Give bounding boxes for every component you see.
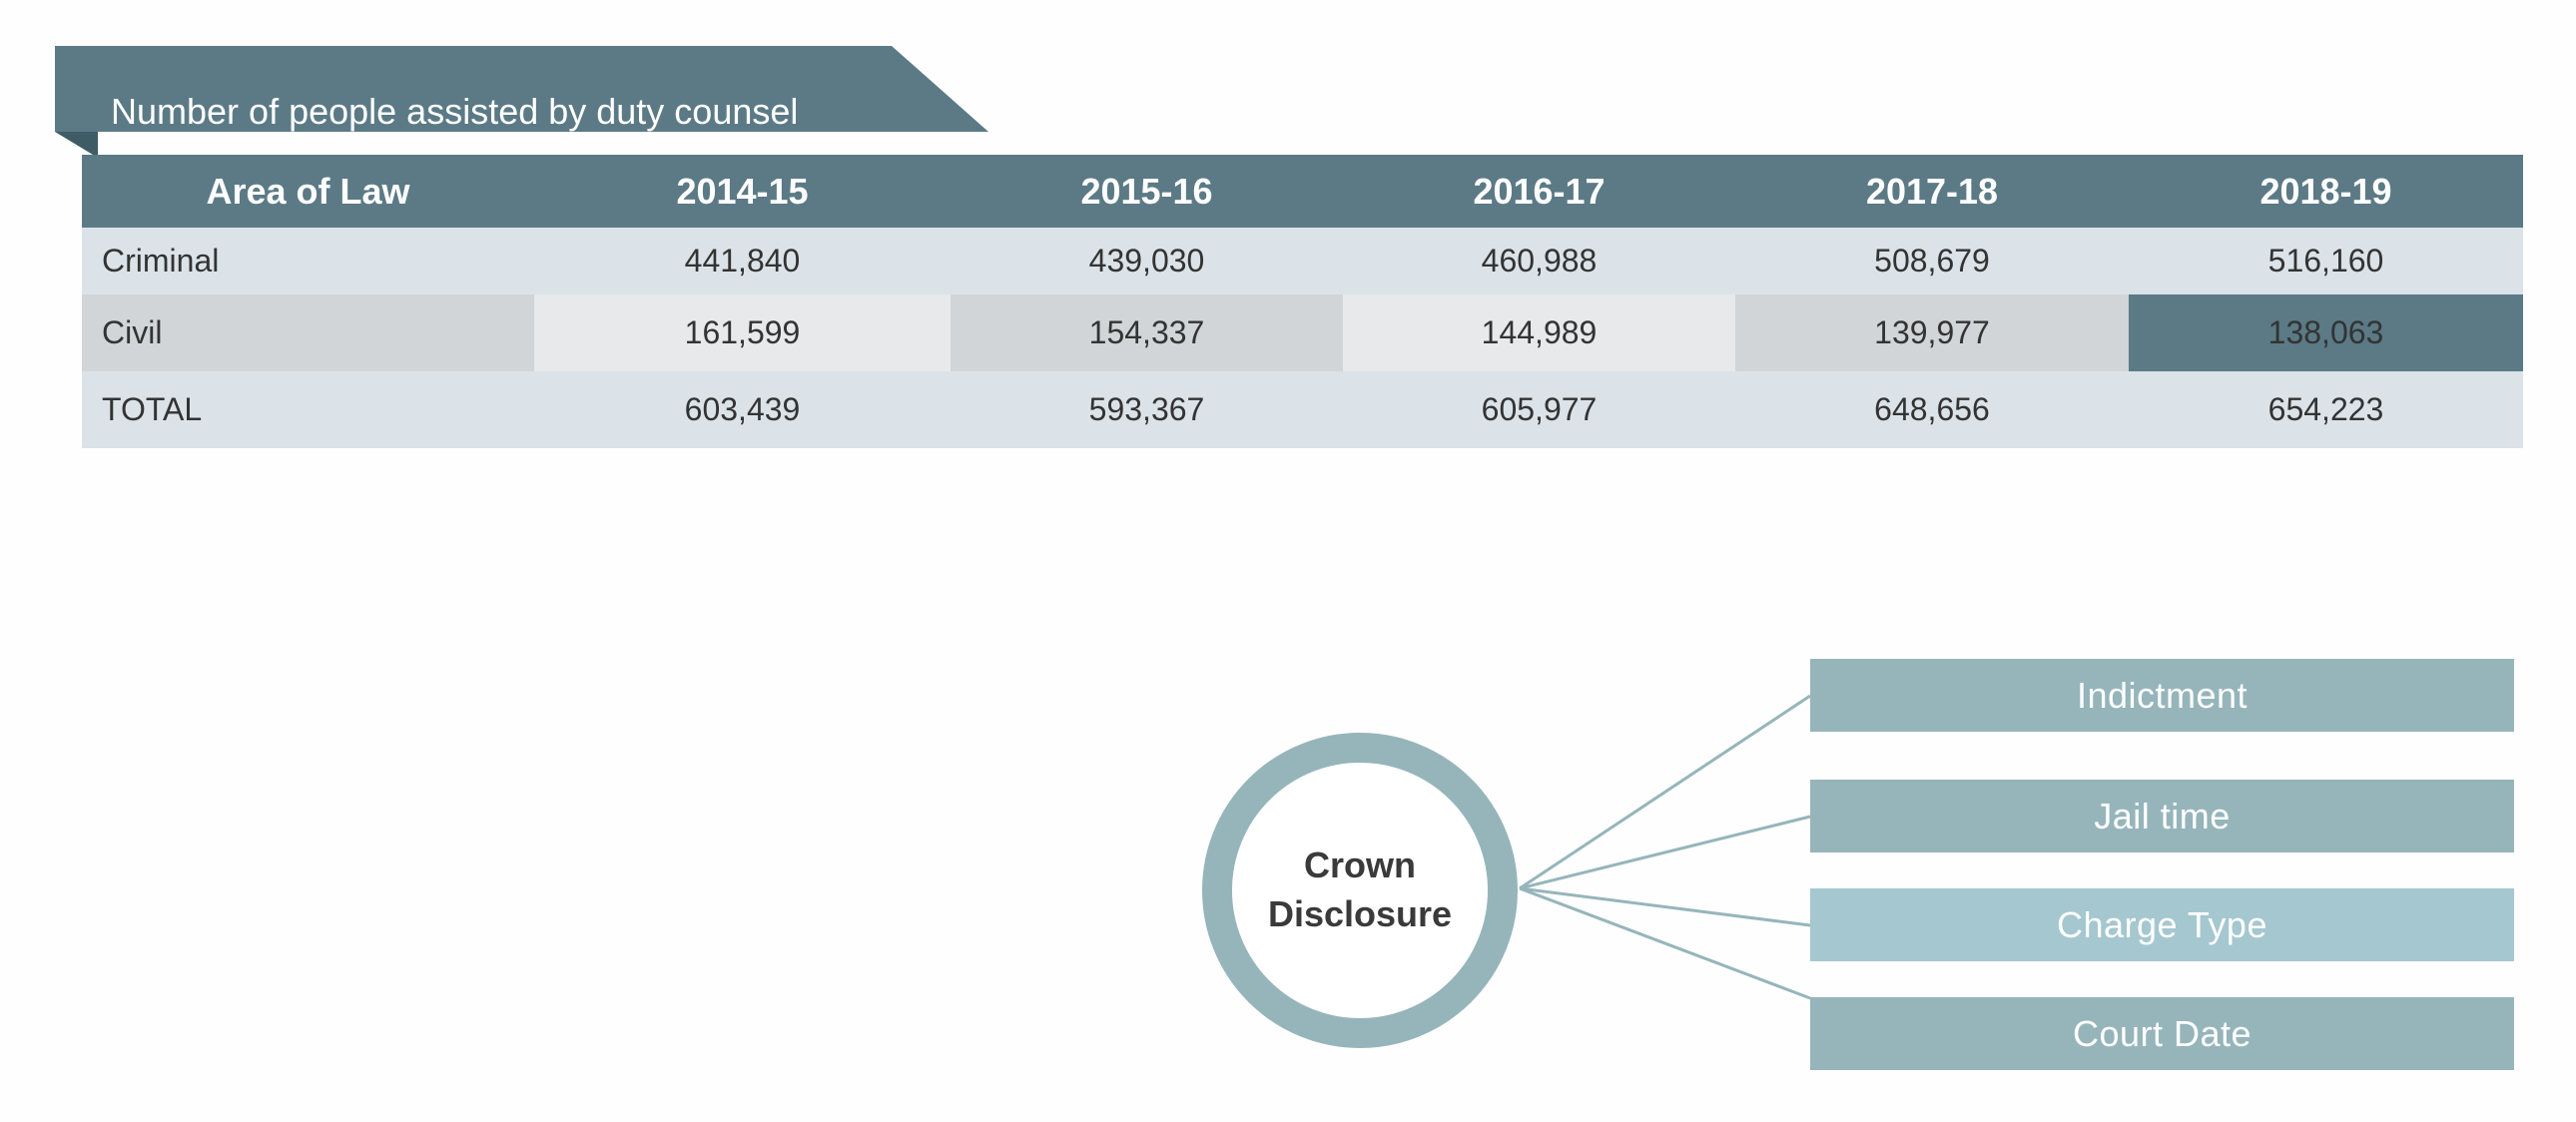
table-row-criminal: Criminal 441,840 439,030 460,988 508,679…	[82, 228, 2523, 294]
banner-shape	[55, 46, 988, 158]
column-header-2018-19: 2018-19	[2129, 155, 2523, 228]
hub-label: Crown Disclosure	[1267, 844, 1453, 934]
table-cell: 144,989	[1343, 294, 1735, 371]
table-row-civil: Civil 161,599 154,337 144,989 139,977 13…	[82, 294, 2523, 371]
table-row-total: TOTAL 603,439 593,367 605,977 648,656 65…	[82, 371, 2523, 448]
title-banner: Number of people assisted by duty counse…	[55, 46, 993, 158]
item-box-jail-time: Jail time	[1810, 780, 2514, 852]
column-header-2014-15: 2014-15	[534, 155, 951, 228]
column-header-2016-17: 2016-17	[1343, 155, 1735, 228]
table-cell: 460,988	[1343, 228, 1735, 294]
connector-line	[1519, 694, 1811, 890]
table-cell: 161,599	[534, 294, 951, 371]
connector-line	[1519, 886, 1811, 927]
table-cell: 605,977	[1343, 371, 1735, 448]
item-label: Court Date	[2072, 1012, 2253, 1054]
crown-disclosure-hub: Crown Disclosure	[1202, 733, 1518, 1048]
row-label: Civil	[82, 294, 534, 371]
table-cell: 154,337	[951, 294, 1343, 371]
table-cell: 593,367	[951, 371, 1343, 448]
row-label: Criminal	[82, 228, 534, 294]
table-cell: 508,679	[1735, 228, 2129, 294]
item-label: Jail time	[2094, 795, 2231, 837]
table-cell-highlighted: 138,063	[2129, 294, 2523, 371]
table-cell: 648,656	[1735, 371, 2129, 448]
connector-line	[1519, 886, 1811, 1000]
table-cell: 439,030	[951, 228, 1343, 294]
row-label: TOTAL	[82, 371, 534, 448]
table-header-row: Area of Law 2014-15 2015-16 2016-17 2017…	[82, 155, 2523, 228]
table-cell: 139,977	[1735, 294, 2129, 371]
item-box-court-date: Court Date	[1810, 997, 2514, 1070]
item-label: Charge Type	[2057, 903, 2267, 945]
table-cell: 654,223	[2129, 371, 2523, 448]
connector-line	[1519, 815, 1811, 890]
table-cell: 516,160	[2129, 228, 2523, 294]
column-header-2015-16: 2015-16	[951, 155, 1343, 228]
item-label: Indictment	[2076, 674, 2249, 716]
page-title: Number of people assisted by duty counse…	[111, 91, 799, 132]
table-cell: 603,439	[534, 371, 951, 448]
item-box-indictment: Indictment	[1810, 659, 2514, 732]
column-header-2017-18: 2017-18	[1735, 155, 2129, 228]
column-header-area-of-law: Area of Law	[82, 155, 534, 228]
item-box-charge-type: Charge Type	[1810, 888, 2514, 961]
duty-counsel-table: Area of Law 2014-15 2015-16 2016-17 2017…	[82, 155, 2523, 448]
table-cell: 441,840	[534, 228, 951, 294]
